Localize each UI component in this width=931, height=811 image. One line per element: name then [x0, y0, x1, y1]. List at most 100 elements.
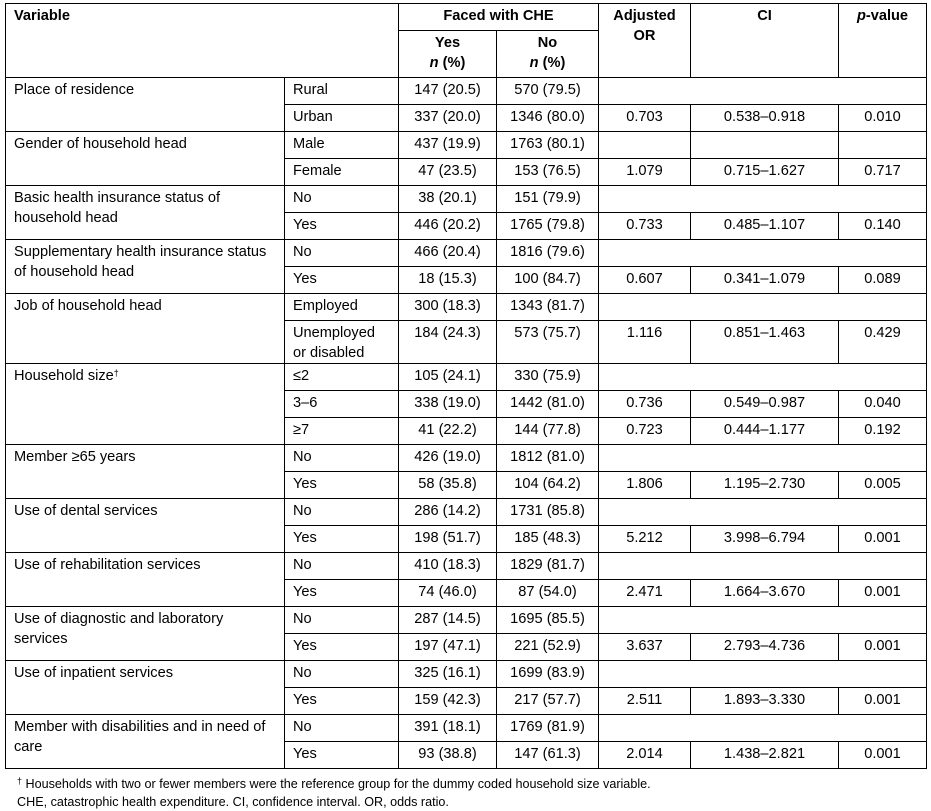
che-no-cell: 100 (84.7) [496, 266, 599, 294]
p-italic: p [856, 8, 866, 24]
ci-cell: 3.998–6.794 [690, 525, 839, 553]
che-no-cell: 144 (77.8) [496, 417, 599, 445]
variable-cell: Gender of household head [5, 131, 285, 186]
ci-cell: 0.444–1.177 [690, 417, 839, 445]
n-italic: n [529, 55, 539, 71]
header-faced-with-che: Faced with CHE [398, 3, 599, 31]
variable-label: Gender of household head [14, 136, 187, 152]
che-yes-cell: 18 (15.3) [398, 266, 497, 294]
category-cell: Yes [284, 266, 399, 294]
p-value-cell: 0.192 [838, 417, 927, 445]
che-yes-cell: 159 (42.3) [398, 687, 497, 715]
category-cell: No [284, 660, 399, 688]
che-yes-cell: 197 (47.1) [398, 633, 497, 661]
category-cell: Female [284, 158, 399, 186]
dagger-mark: † [17, 776, 23, 786]
che-yes-cell: 325 (16.1) [398, 660, 497, 688]
n-italic: n [429, 55, 439, 71]
table-row: Yes 58 (35.8) 104 (64.2) 1.806 1.195–2.730 0.… [6, 471, 927, 499]
variable-cell: Member ≥65 years [5, 444, 285, 499]
variable-cell: Use of diagnostic and laboratory service… [5, 606, 285, 661]
che-no-cell: 1765 (79.8) [496, 212, 599, 240]
table-row: Member with disabilities and in need of … [5, 714, 927, 769]
ci-cell: 0.851–1.463 [690, 320, 839, 364]
che-no-cell: 1816 (79.6) [496, 239, 599, 267]
table-header: Variable Faced with CHE Adjusted OR CI p… [5, 3, 927, 78]
che-yes-cell: 105 (24.1) [398, 363, 497, 391]
che-yes-cell: 287 (14.5) [398, 606, 497, 634]
che-yes-cell: 93 (38.8) [398, 741, 497, 769]
variable-label: Place of residence [14, 82, 135, 98]
p-value-cell: 0.005 [838, 471, 927, 499]
che-yes-cell: 426 (19.0) [398, 444, 497, 472]
adjusted-or-cell [598, 131, 691, 159]
header-ci: CI [690, 3, 839, 78]
ci-cell: 0.485–1.107 [690, 212, 839, 240]
category-cell: Employed [284, 293, 399, 321]
category-cell: No [284, 239, 399, 267]
ci-cell: 1.664–3.670 [690, 579, 839, 607]
variable-label: Household size [14, 368, 114, 384]
che-yes-cell: 38 (20.1) [398, 185, 497, 213]
variable-cell: Supplementary health insurance status of… [5, 239, 285, 294]
che-no-cell: 1812 (81.0) [496, 444, 599, 472]
p-value-cell: 0.001 [838, 687, 927, 715]
reference-blank-cell [598, 363, 927, 391]
ci-cell: 1.438–2.821 [690, 741, 839, 769]
reference-blank-cell [598, 239, 927, 267]
adjusted-or-cell: 2.511 [598, 687, 691, 715]
p-value-cell: 0.001 [838, 579, 927, 607]
table-row: Place of residence Rural 147 (20.5) 570 (79… [5, 77, 927, 132]
table-row: Yes 197 (47.1) 221 (52.9) 3.637 2.793–4.736 0… [6, 633, 927, 661]
che-no-cell: 147 (61.3) [496, 741, 599, 769]
che-no-cell: 1731 (85.8) [496, 498, 599, 526]
table-container: Variable Faced with CHE Adjusted OR CI p… [5, 3, 927, 811]
table-row: Use of dental services No 286 (14.2) 1731 (… [5, 498, 927, 553]
che-yes-cell: 184 (24.3) [398, 320, 497, 364]
che-yes-cell: 391 (18.1) [398, 714, 497, 742]
category-cell: Yes [284, 687, 399, 715]
che-yes-cell: 300 (18.3) [398, 293, 497, 321]
che-no-cell: 1763 (80.1) [496, 131, 599, 159]
che-yes-cell: 147 (20.5) [398, 77, 497, 105]
adjusted-or-cell: 0.607 [598, 266, 691, 294]
adjusted-or-cell: 0.733 [598, 212, 691, 240]
p-value-cell: 0.089 [838, 266, 927, 294]
category-cell: No [284, 552, 399, 580]
footnotes: † Households with two or fewer members w… [17, 775, 927, 811]
che-yes-cell: 338 (19.0) [398, 390, 497, 418]
variable-cell: Basic health insurance status of househo… [5, 185, 285, 240]
p-value-cell: 0.001 [838, 633, 927, 661]
table-row: Urban 337 (20.0) 1346 (80.0) 0.703 0.538–0.9… [6, 104, 927, 132]
che-no-cell: 570 (79.5) [496, 77, 599, 105]
adjusted-or-cell: 1.806 [598, 471, 691, 499]
table-row: Basic health insurance status of househo… [5, 185, 927, 240]
table-row: Use of inpatient services No 325 (16.1) 169… [5, 660, 927, 715]
n-pct-label: n (%) [505, 53, 590, 73]
category-cell: Yes [284, 525, 399, 553]
category-cell: Urban [284, 104, 399, 132]
variable-cell: Use of inpatient services [5, 660, 285, 715]
header-no: No n (%) [496, 30, 599, 78]
che-yes-cell: 47 (23.5) [398, 158, 497, 186]
category-cell: Yes [284, 579, 399, 607]
table-row: Use of rehabilitation services No 410 (18.… [5, 552, 927, 607]
table-row: 3–6 338 (19.0) 1442 (81.0) 0.736 0.549–0.987… [6, 390, 927, 418]
p-value-cell: 0.010 [838, 104, 927, 132]
variable-cell: Member with disabilities and in need of … [5, 714, 285, 769]
table-row: Unemployed or disabled 184 (24.3) 573 (75.… [6, 320, 927, 364]
table-row: Member ≥65 years No 426 (19.0) 1812 (81.0) [5, 444, 927, 499]
che-no-cell: 1343 (81.7) [496, 293, 599, 321]
table-row: Job of household head Employed 300 (18.3) 1… [5, 293, 927, 364]
p-value-cell: 0.140 [838, 212, 927, 240]
category-cell: Unemployed or disabled [284, 320, 399, 364]
reference-blank-cell [598, 498, 927, 526]
category-cell: No [284, 498, 399, 526]
adjusted-or-cell: 3.637 [598, 633, 691, 661]
che-no-cell: 1346 (80.0) [496, 104, 599, 132]
table-body: Place of residence Rural 147 (20.5) 570 (79… [5, 77, 927, 769]
che-yes-cell: 198 (51.7) [398, 525, 497, 553]
reference-blank-cell [598, 660, 927, 688]
ci-cell: 0.549–0.987 [690, 390, 839, 418]
table-row: Female 47 (23.5) 153 (76.5) 1.079 0.715–1.62… [6, 158, 927, 186]
